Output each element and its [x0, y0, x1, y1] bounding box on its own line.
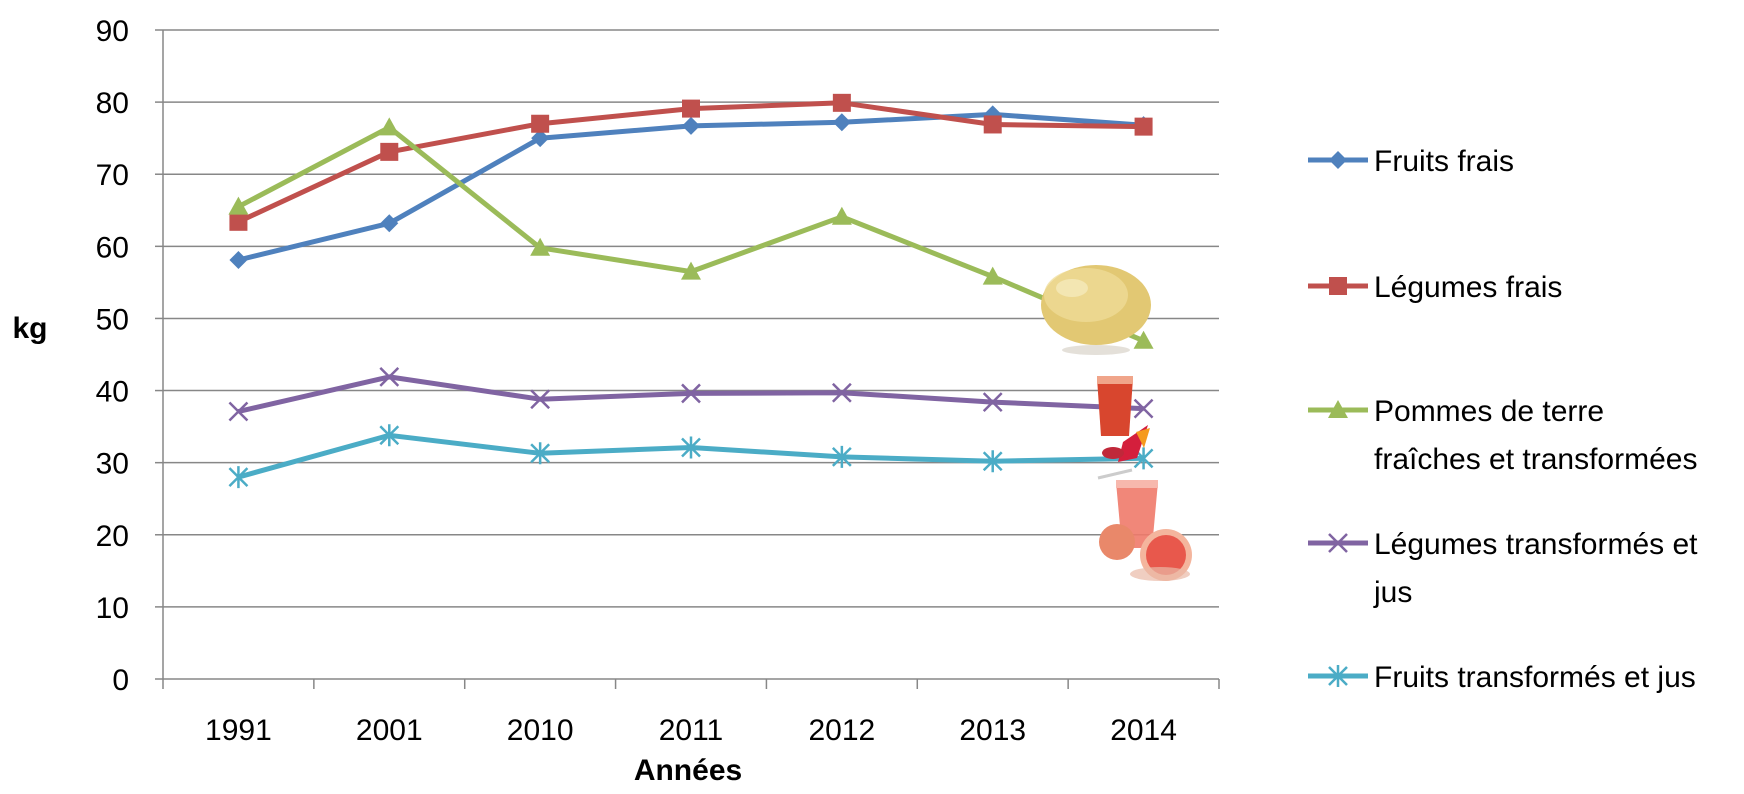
- data-point: [831, 206, 852, 225]
- grapefruit-juice-image: [1097, 468, 1192, 581]
- series-5: [228, 424, 1154, 489]
- axes: [162, 30, 1220, 689]
- data-point: [380, 142, 399, 161]
- x-tick-label: 2010: [507, 714, 574, 747]
- data-point: [1133, 398, 1154, 419]
- data-point: [228, 401, 249, 422]
- data-point: [681, 383, 701, 404]
- x-tick-labels: 1991 2001 2010 2011 2012 2013 2014: [205, 714, 1177, 747]
- legend-label: Légumes transformés et jus: [1373, 528, 1698, 609]
- y-tick-label: 60: [96, 231, 129, 264]
- data-point: [682, 116, 700, 135]
- legend-marker: [1328, 533, 1348, 553]
- x-tick-label: 1991: [205, 714, 272, 747]
- data-point: [831, 382, 852, 403]
- y-axis-label: kg: [12, 312, 47, 345]
- vegetable-juice-image: [1097, 376, 1150, 462]
- legend-label: Légumes frais: [1374, 271, 1562, 304]
- data-point: [531, 114, 550, 133]
- data-point: [681, 436, 701, 459]
- x-tick-label: 2011: [659, 714, 724, 747]
- legend-item-3: Pommes de terre fraîches et transformées: [1308, 395, 1697, 476]
- x-tick-label: 2014: [1110, 714, 1177, 747]
- data-point: [1133, 330, 1154, 349]
- series-group: [228, 93, 1154, 489]
- legend-item-1: Fruits frais: [1308, 145, 1514, 178]
- data-point: [832, 93, 851, 112]
- data-point: [379, 366, 400, 387]
- legend-label-line: Fruits frais: [1374, 145, 1514, 178]
- legend-item-4: Légumes transformés et jus: [1308, 528, 1698, 609]
- legend-label: Fruits frais: [1374, 145, 1514, 178]
- data-point: [1134, 117, 1153, 136]
- x-tick-label: 2013: [959, 714, 1026, 747]
- legend-label-line: Légumes transformés et: [1374, 528, 1698, 561]
- data-point: [530, 237, 551, 256]
- data-point: [982, 266, 1003, 285]
- series-1: [229, 105, 1153, 270]
- legend-label-line: jus: [1373, 576, 1412, 609]
- legend-label: Pommes de terre fraîches et transformées: [1374, 395, 1697, 476]
- series-2: [229, 93, 1153, 231]
- legend: Fruits frais Légumes frais Pommes de terre…: [1308, 145, 1698, 694]
- x-tick-label: 2012: [808, 714, 875, 747]
- data-point: [983, 115, 1002, 134]
- y-tick-label: 40: [96, 376, 129, 409]
- legend-marker: [1329, 277, 1347, 295]
- data-point: [982, 450, 1003, 473]
- legend-marker: [1328, 665, 1348, 687]
- data-point: [832, 113, 851, 132]
- x-tick-label: 2001: [356, 714, 423, 747]
- data-point: [530, 389, 551, 410]
- data-point: [530, 442, 551, 465]
- legend-label: Fruits transformés et jus: [1374, 661, 1696, 694]
- data-point: [681, 261, 701, 280]
- legend-marker: [1328, 400, 1348, 418]
- potato-image: [1041, 265, 1151, 355]
- data-point: [682, 99, 700, 118]
- legend-label-line: Fruits transformés et jus: [1374, 661, 1696, 694]
- y-tick-label: 50: [96, 303, 129, 336]
- y-tick-label: 20: [96, 520, 129, 553]
- data-point: [229, 212, 248, 231]
- data-point: [228, 466, 249, 489]
- y-tick-label: 30: [96, 448, 129, 481]
- data-point: [379, 117, 400, 136]
- data-point: [228, 196, 249, 215]
- data-point: [229, 251, 248, 270]
- data-point: [380, 214, 399, 233]
- series-4: [228, 366, 1154, 422]
- legend-label-line: fraîches et transformées: [1374, 443, 1697, 476]
- data-point: [982, 392, 1003, 412]
- data-point: [379, 424, 400, 447]
- legend-label-line: Légumes frais: [1374, 271, 1562, 304]
- series-3: [228, 117, 1154, 349]
- legend-label-line: Pommes de terre: [1374, 395, 1604, 428]
- y-tick-label: 80: [96, 87, 129, 120]
- data-point: [831, 445, 852, 468]
- y-tick-labels: 0 10 20 30 40 50 60 70 80 90: [96, 15, 129, 697]
- y-tick-label: 70: [96, 159, 129, 192]
- data-point: [531, 129, 550, 148]
- x-axis-label: Années: [634, 754, 742, 787]
- legend-item-5: Fruits transformés et jus: [1308, 661, 1696, 694]
- legend-item-2: Légumes frais: [1308, 271, 1562, 304]
- y-tick-label: 10: [96, 592, 129, 625]
- legend-marker: [1329, 151, 1347, 169]
- y-tick-label: 0: [112, 664, 129, 697]
- y-tick-label: 90: [96, 15, 129, 48]
